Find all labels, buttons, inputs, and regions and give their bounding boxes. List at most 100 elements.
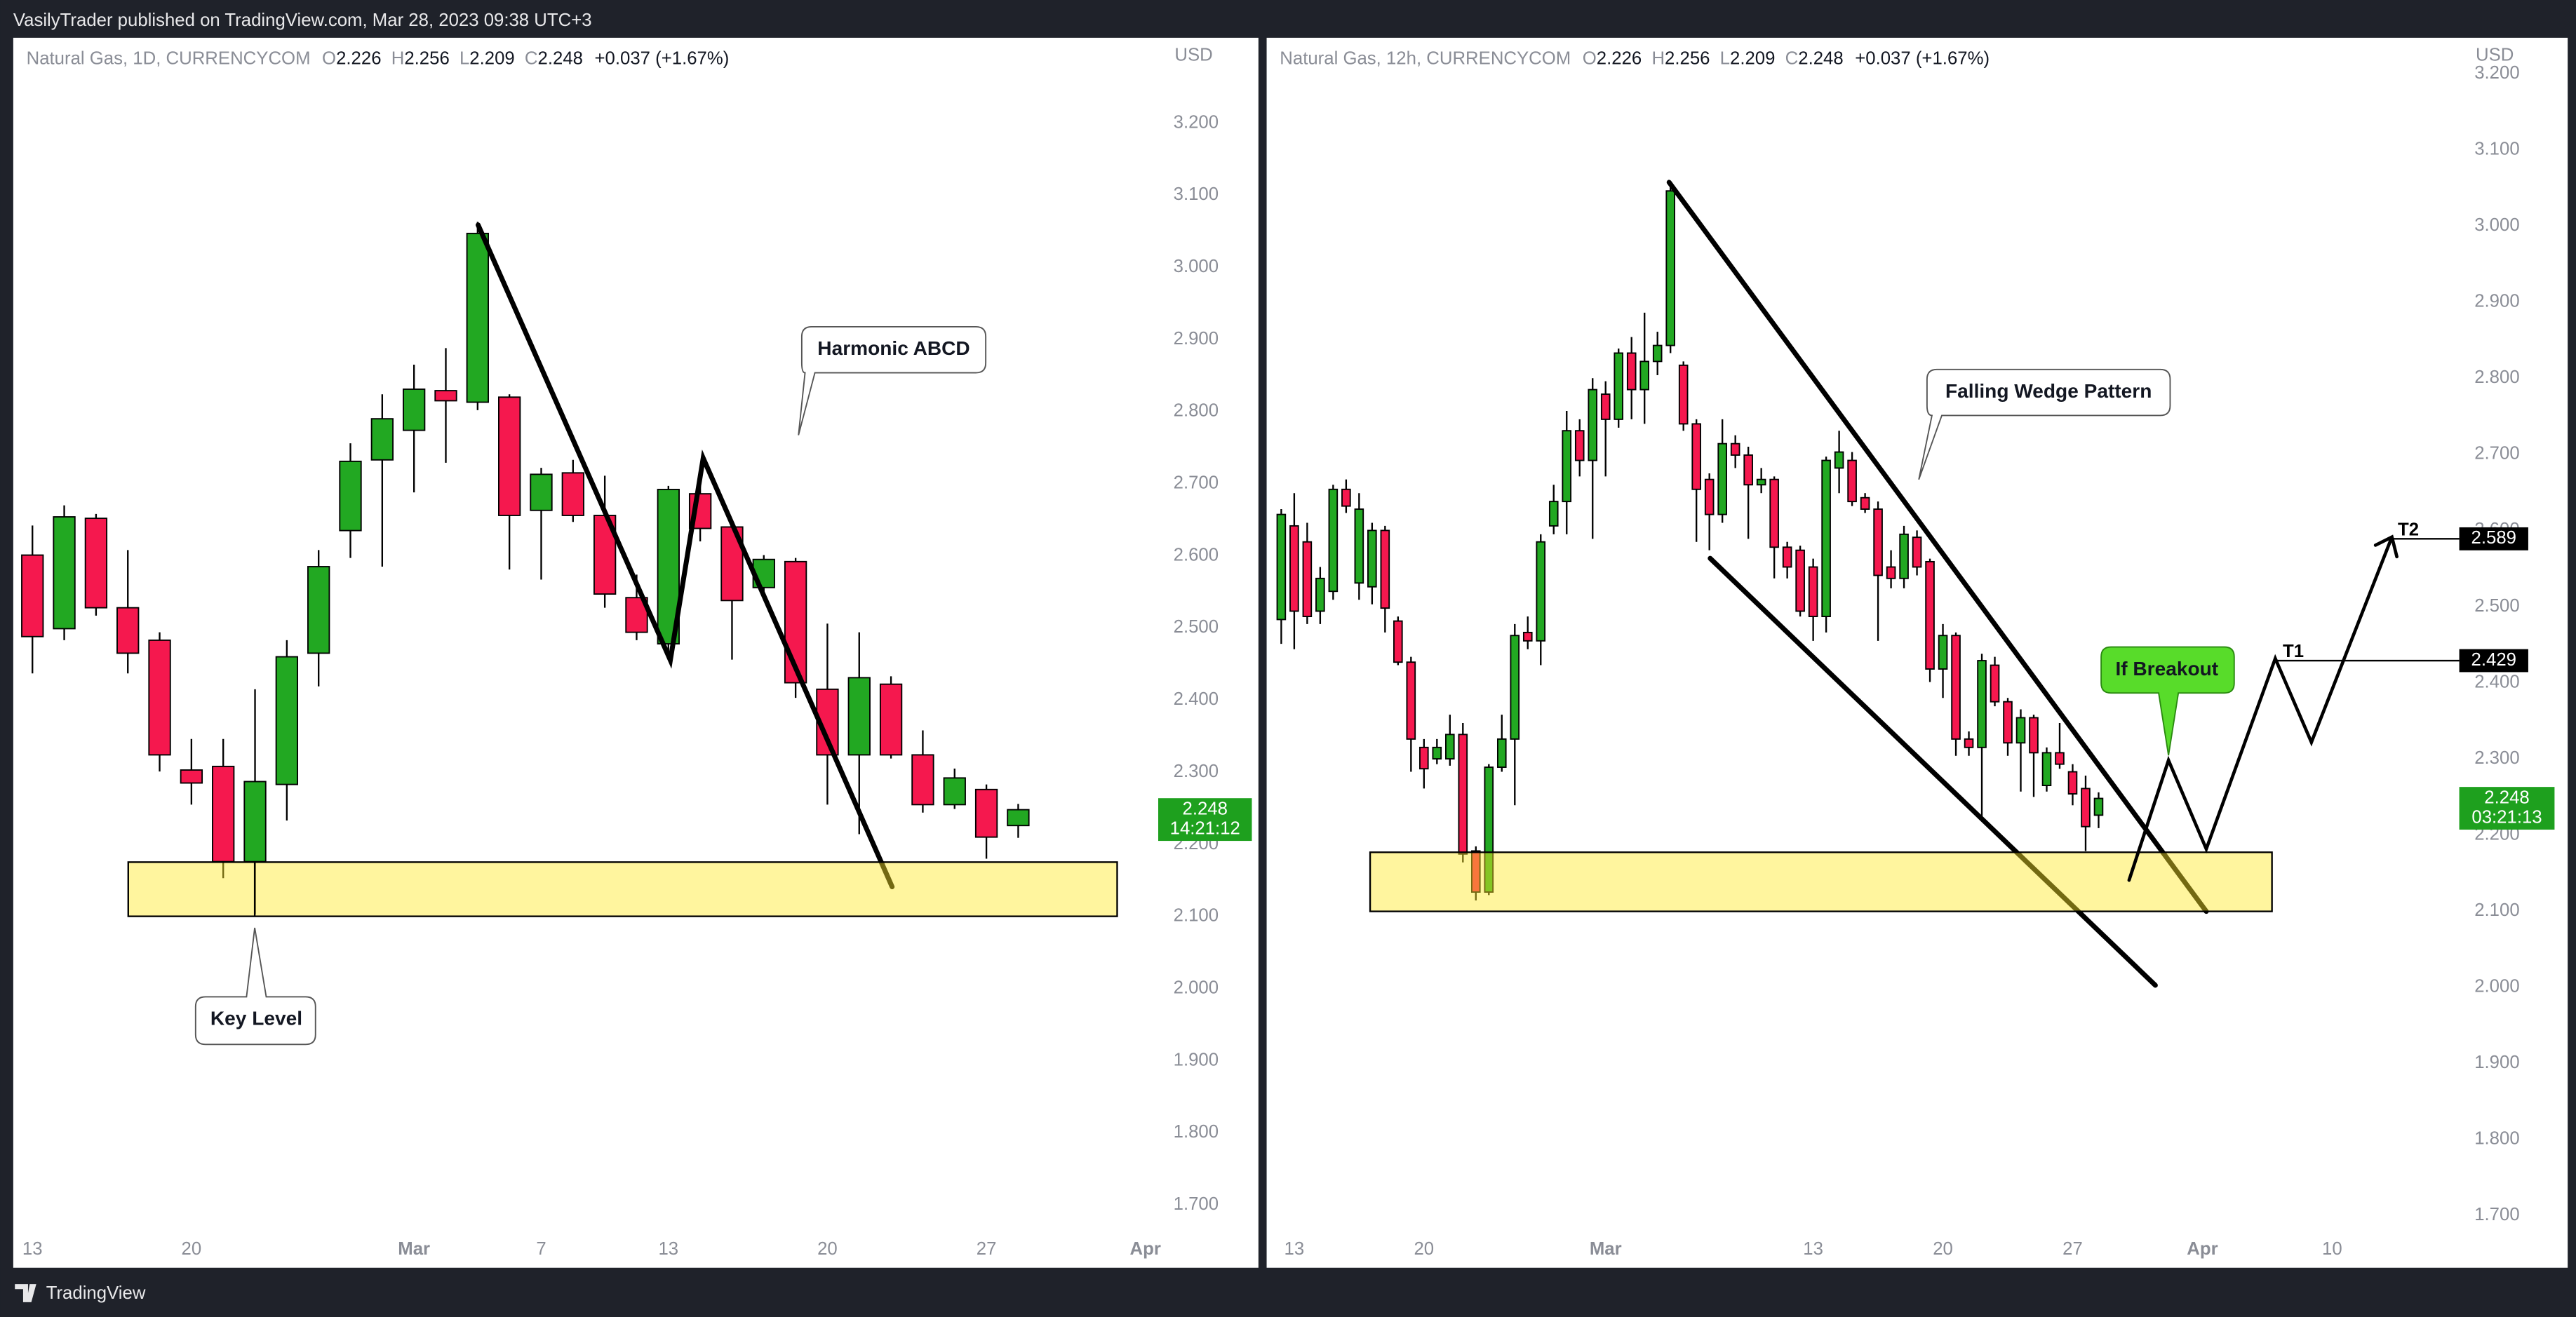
candle-body bbox=[1808, 566, 1818, 618]
candle-body bbox=[370, 418, 394, 461]
candle-body bbox=[307, 566, 330, 654]
last-price-box bbox=[2459, 787, 2555, 830]
candle-body bbox=[1990, 664, 2000, 703]
y-tick-label: 3.200 bbox=[2474, 63, 2519, 83]
target-name: T2 bbox=[2398, 520, 2419, 539]
candle-body bbox=[1354, 508, 1364, 584]
candle-body bbox=[116, 607, 140, 654]
legend-key: C bbox=[525, 48, 538, 68]
pane-right bbox=[1266, 37, 2568, 1268]
callout-text: Harmonic ABCD bbox=[817, 337, 970, 359]
candle-body bbox=[2081, 788, 2091, 828]
x-tick-label: 7 bbox=[536, 1239, 546, 1259]
candle-body bbox=[1380, 529, 1390, 609]
y-tick-label: 2.900 bbox=[1174, 329, 1219, 349]
y-tick-label: 1.900 bbox=[1174, 1050, 1219, 1069]
candle-body bbox=[2093, 797, 2104, 816]
candle-body bbox=[1834, 451, 1844, 469]
x-tick-label: 20 bbox=[817, 1239, 838, 1259]
key-level-zone bbox=[127, 861, 1118, 917]
y-tick-label: 2.400 bbox=[1174, 689, 1219, 709]
support-zone bbox=[1369, 851, 2273, 912]
candle-body bbox=[911, 754, 934, 806]
candle-body bbox=[1548, 501, 1559, 527]
candles-left bbox=[21, 222, 1030, 914]
candle-body bbox=[1419, 746, 1429, 770]
candle-body bbox=[53, 516, 76, 630]
y-tick-label: 2.800 bbox=[1174, 401, 1219, 421]
candle-body bbox=[498, 396, 521, 516]
x-tick-label: Mar bbox=[398, 1239, 430, 1259]
pane-left bbox=[13, 37, 1259, 1268]
legend-value: 2.248 bbox=[1798, 48, 1843, 68]
callout-text: If Breakout bbox=[2115, 658, 2218, 680]
candle-body bbox=[1717, 443, 1727, 515]
candles-right bbox=[1276, 185, 2104, 901]
x-tick-label: Apr bbox=[1130, 1239, 1161, 1259]
candle-body bbox=[1821, 459, 1831, 618]
y-tick-label: 1.800 bbox=[1174, 1122, 1219, 1142]
callout bbox=[798, 326, 987, 435]
target-name: T1 bbox=[2283, 642, 2304, 661]
y-tick-label: 3.200 bbox=[1174, 112, 1219, 132]
candle-body bbox=[1536, 541, 1546, 642]
candle-body bbox=[1445, 734, 1455, 760]
y-tick-label: 1.800 bbox=[2474, 1129, 2519, 1149]
candle-body bbox=[530, 473, 553, 511]
y-tick-label: 2.600 bbox=[1174, 545, 1219, 565]
candle-body bbox=[1289, 525, 1299, 612]
candle-body bbox=[434, 390, 457, 402]
target-box bbox=[2459, 527, 2528, 551]
legend-key: H bbox=[391, 48, 405, 68]
candle-body bbox=[1393, 620, 1403, 663]
candle-body bbox=[180, 769, 203, 784]
candle-body bbox=[1471, 850, 1481, 893]
candle-body bbox=[2003, 701, 2013, 744]
candle-body bbox=[2029, 717, 2039, 754]
x-tick-label: 10 bbox=[2322, 1239, 2342, 1259]
axis-unit: USD bbox=[2476, 45, 2514, 65]
x-tick-label: 20 bbox=[182, 1239, 202, 1259]
candle-body bbox=[1315, 577, 1325, 612]
candle-body bbox=[1769, 478, 1779, 548]
x-tick-label: Mar bbox=[1590, 1239, 1622, 1259]
candle-body bbox=[2041, 752, 2052, 787]
candle-body bbox=[1600, 393, 1611, 420]
legend-key: H bbox=[1651, 48, 1665, 68]
candle-body bbox=[1860, 497, 1870, 510]
candle-body bbox=[1562, 430, 1572, 503]
legend-value: 2.248 bbox=[538, 48, 583, 68]
candle-body bbox=[1691, 423, 1701, 490]
footer: TradingView bbox=[15, 1283, 146, 1303]
legend-value: 2.209 bbox=[469, 48, 514, 68]
candle-body bbox=[1899, 533, 1909, 579]
candle-body bbox=[1938, 635, 1948, 670]
candle-body bbox=[84, 518, 108, 609]
candle-body bbox=[784, 560, 807, 684]
target-box bbox=[2459, 649, 2528, 673]
candle-body bbox=[1588, 389, 1598, 461]
x-tick-label: 20 bbox=[1414, 1239, 1434, 1259]
chart-right: Falling Wedge Pattern If Breakout Natura… bbox=[1276, 45, 2555, 1259]
candle-body bbox=[1730, 443, 1740, 456]
last-price-label: 2.248 bbox=[2484, 788, 2529, 807]
legend: Natural Gas, 1D, CURRENCYCOM O2.226 H2.2… bbox=[27, 48, 730, 68]
y-tick-label: 2.300 bbox=[2474, 748, 2519, 768]
candle-body bbox=[1574, 430, 1585, 461]
callout-text: Falling Wedge Pattern bbox=[1945, 380, 2152, 402]
candle-body bbox=[1912, 536, 1922, 568]
callout bbox=[2100, 646, 2235, 756]
x-tick-label: 13 bbox=[1803, 1239, 1823, 1259]
x-tick-label: 13 bbox=[658, 1239, 678, 1259]
legend-change: +0.037 (+1.67%) bbox=[1855, 48, 1990, 68]
wedge-upper bbox=[1666, 180, 2209, 914]
x-tick-label: 20 bbox=[1933, 1239, 1953, 1259]
candle-body bbox=[974, 788, 998, 838]
candle-body bbox=[1886, 566, 1896, 579]
candle-body bbox=[1756, 478, 1766, 486]
legend-value: 2.226 bbox=[1597, 48, 1642, 68]
candle-body bbox=[1302, 541, 1313, 618]
candle-body bbox=[1873, 508, 1883, 576]
wedge-lower bbox=[1708, 555, 2158, 988]
